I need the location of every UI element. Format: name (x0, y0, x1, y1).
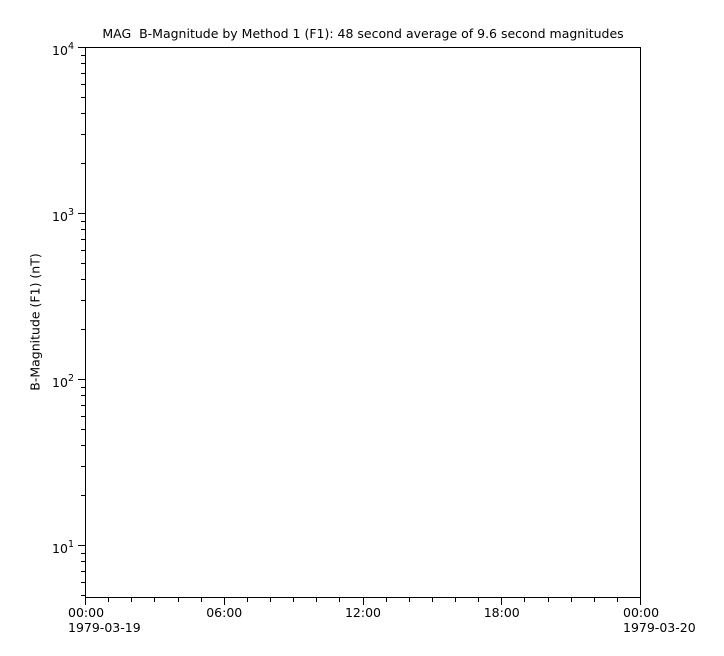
x-major-tick (85, 598, 86, 605)
y-minor-tick (81, 329, 85, 330)
y-axis-label: B-Magnitude (F1) (nT) (27, 253, 43, 391)
y-minor-tick (81, 387, 85, 388)
y-minor-tick (81, 595, 85, 596)
y-minor-tick (81, 466, 85, 467)
y-minor-tick (81, 429, 85, 430)
y-minor-tick (81, 134, 85, 135)
y-minor-tick (81, 553, 85, 554)
y-major-tick (78, 545, 85, 546)
x-minor-tick (247, 598, 248, 602)
x-minor-tick (201, 598, 202, 602)
y-tick-exponent: 3 (67, 206, 74, 218)
x-minor-tick (455, 598, 456, 602)
x-minor-tick (154, 598, 155, 602)
x-major-tick (363, 598, 364, 605)
y-minor-tick (81, 405, 85, 406)
y-major-tick (78, 47, 85, 48)
x-tick-label: 12:00 (344, 605, 382, 620)
y-minor-tick (81, 582, 85, 583)
y-minor-tick (81, 221, 85, 222)
x-minor-tick (409, 598, 410, 602)
y-minor-tick (81, 300, 85, 301)
x-minor-tick (178, 598, 179, 602)
x-major-tick (640, 598, 641, 605)
x-minor-tick (478, 598, 479, 602)
x-tick-date-label: 1979-03-19 (68, 620, 141, 635)
y-tick-exponent: 2 (67, 372, 74, 384)
y-major-tick (78, 379, 85, 380)
x-minor-tick (270, 598, 271, 602)
y-minor-tick (81, 561, 85, 562)
y-minor-tick (81, 495, 85, 496)
y-minor-tick (81, 416, 85, 417)
x-minor-tick (339, 598, 340, 602)
y-minor-tick (81, 279, 85, 280)
y-minor-tick (81, 84, 85, 85)
x-minor-tick (594, 598, 595, 602)
x-minor-tick (108, 598, 109, 602)
y-tick-base: 10 (52, 208, 68, 224)
x-tick-date-label: 1979-03-20 (623, 620, 696, 635)
x-tick-label: 00:00 (68, 605, 105, 620)
x-minor-tick (131, 598, 132, 602)
x-tick-label: 18:00 (483, 605, 520, 620)
y-tick-label: 102 (48, 372, 74, 390)
y-minor-tick (81, 229, 85, 230)
y-minor-tick (81, 395, 85, 396)
y-major-tick (78, 213, 85, 214)
x-major-tick (501, 598, 502, 605)
x-minor-tick (524, 598, 525, 602)
y-minor-tick (81, 97, 85, 98)
y-minor-tick (81, 263, 85, 264)
y-tick-label: 101 (48, 538, 74, 556)
x-major-tick (224, 598, 225, 605)
y-tick-base: 10 (52, 374, 68, 390)
x-tick-label: 00:00 (623, 605, 660, 620)
chart-title: MAG B-Magnitude by Method 1 (F1): 48 sec… (102, 26, 624, 41)
y-tick-exponent: 4 (67, 40, 74, 52)
y-minor-tick (81, 73, 85, 74)
y-tick-exponent: 1 (67, 538, 74, 550)
x-minor-tick (432, 598, 433, 602)
y-minor-tick (81, 250, 85, 251)
x-minor-tick (293, 598, 294, 602)
x-minor-tick (548, 598, 549, 602)
y-tick-label: 103 (48, 206, 74, 224)
y-tick-base: 10 (52, 540, 68, 556)
y-tick-base: 10 (52, 42, 68, 58)
x-tick-label: 06:00 (206, 605, 243, 620)
y-minor-tick (81, 445, 85, 446)
y-minor-tick (81, 163, 85, 164)
y-minor-tick (81, 63, 85, 64)
y-minor-tick (81, 55, 85, 56)
y-minor-tick (81, 113, 85, 114)
x-tick-label-with-date: 00:00 1979-03-20 (623, 605, 696, 635)
x-minor-tick (316, 598, 317, 602)
plot-area (85, 47, 641, 598)
x-minor-tick (386, 598, 387, 602)
x-tick-label-with-date: 00:00 1979-03-19 (68, 605, 141, 635)
y-minor-tick (81, 571, 85, 572)
x-minor-tick (571, 598, 572, 602)
x-minor-tick (617, 598, 618, 602)
y-tick-label: 104 (48, 40, 74, 58)
y-minor-tick (81, 239, 85, 240)
